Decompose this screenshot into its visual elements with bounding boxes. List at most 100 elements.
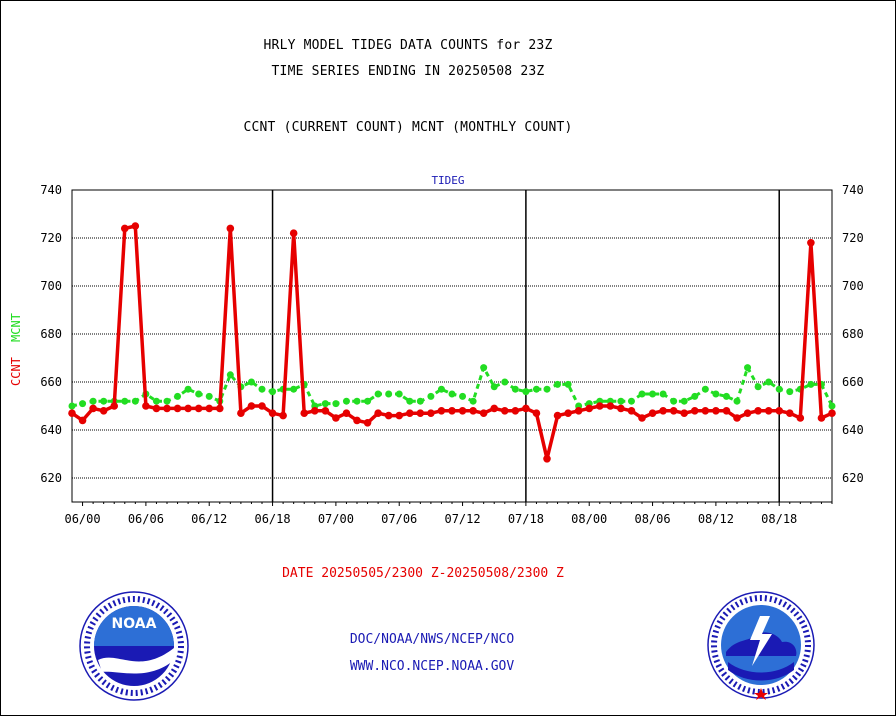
data-point-ccnt: [617, 404, 625, 413]
nws-logo-icon: [707, 591, 815, 700]
data-point-ccnt: [764, 407, 773, 415]
data-point-mcnt: [174, 392, 182, 400]
website-url[interactable]: WWW.NCO.NCEP.NOAA.GOV: [349, 659, 515, 674]
y-tick-label-left: 700: [40, 279, 62, 293]
data-point-ccnt: [110, 402, 119, 410]
y-tick-label-left: 640: [40, 423, 62, 437]
data-point-mcnt: [121, 397, 129, 405]
data-point-mcnt: [258, 385, 266, 393]
data-point-ccnt: [142, 402, 150, 410]
data-point-ccnt: [701, 407, 710, 415]
data-point-ccnt: [500, 407, 509, 415]
y-tick-label-right: 680: [842, 327, 864, 341]
data-point-mcnt: [490, 383, 498, 391]
data-point-ccnt: [99, 407, 108, 415]
grid-layer: [72, 190, 832, 502]
date-range-label: DATE 20250505/2300 Z-20250508/2300 Z: [282, 566, 564, 581]
data-point-mcnt: [828, 402, 836, 410]
data-point-ccnt: [395, 411, 404, 420]
data-point-mcnt: [532, 385, 540, 393]
data-point-ccnt: [416, 409, 425, 418]
data-point-mcnt: [617, 397, 625, 405]
data-point-mcnt: [638, 390, 646, 398]
data-point-ccnt: [638, 414, 646, 422]
data-point-mcnt: [269, 388, 277, 396]
data-point-ccnt: [606, 402, 615, 410]
data-point-ccnt: [310, 407, 319, 415]
data-point-ccnt: [796, 414, 805, 422]
data-point-mcnt: [226, 371, 234, 379]
data-point-mcnt: [321, 400, 329, 408]
data-point-mcnt: [427, 392, 435, 400]
data-point-ccnt: [733, 414, 741, 422]
data-point-mcnt: [205, 392, 213, 400]
data-point-ccnt: [405, 409, 414, 418]
data-point-ccnt: [268, 409, 277, 418]
data-point-mcnt: [807, 380, 815, 388]
data-point-ccnt: [89, 404, 97, 413]
data-point-mcnt: [501, 378, 509, 386]
data-point-mcnt: [670, 397, 678, 405]
data-point-mcnt: [543, 385, 551, 393]
data-point-ccnt: [807, 239, 815, 247]
data-point-ccnt: [279, 411, 287, 420]
data-point-ccnt: [194, 404, 203, 413]
chart-series-description: CCNT (CURRENT COUNT) MCNT (MONTHLY COUNT…: [243, 120, 573, 135]
data-point-mcnt: [437, 385, 445, 393]
data-point-ccnt: [522, 404, 530, 413]
data-point-ccnt: [648, 409, 657, 418]
data-point-ccnt: [152, 404, 161, 413]
y-axis-label-mcnt: MCNT: [9, 313, 23, 342]
data-point-ccnt: [437, 407, 446, 415]
axis-layer: 620 620 640 640 660 660 680 680 700 700 720 720 740 7…: [40, 183, 863, 526]
data-point-ccnt: [680, 409, 689, 418]
data-point-ccnt: [205, 404, 214, 413]
x-tick-label: 08/00: [571, 512, 607, 526]
data-point-ccnt: [448, 407, 456, 415]
x-tick-label: 06/06: [128, 512, 164, 526]
data-point-mcnt: [100, 397, 108, 405]
data-point-mcnt: [554, 380, 562, 388]
data-point-ccnt: [479, 409, 488, 418]
data-point-ccnt: [173, 404, 182, 413]
data-point-ccnt: [384, 411, 393, 420]
data-point-mcnt: [712, 390, 720, 398]
data-point-mcnt: [89, 397, 97, 405]
data-point-mcnt: [564, 380, 572, 388]
data-point-ccnt: [754, 407, 762, 415]
data-point-mcnt: [733, 397, 741, 405]
data-point-ccnt: [300, 409, 309, 418]
data-point-ccnt: [543, 455, 551, 463]
data-point-mcnt: [290, 385, 298, 393]
x-tick-label: 08/12: [698, 512, 734, 526]
noaa-logo-icon: NOAA: [79, 591, 189, 701]
series-layer: [68, 222, 836, 463]
data-point-mcnt: [79, 400, 87, 408]
data-point-ccnt: [722, 407, 731, 415]
data-point-mcnt: [775, 385, 783, 393]
panel-label: TIDEG: [431, 174, 464, 187]
data-point-mcnt: [374, 390, 382, 398]
noaa-logo-text: NOAA: [112, 616, 157, 632]
x-tick-label: 06/18: [254, 512, 290, 526]
x-tick-label: 07/06: [381, 512, 417, 526]
series-line-ccnt: [71, 224, 833, 461]
data-point-ccnt: [363, 419, 372, 427]
data-point-mcnt: [416, 397, 424, 405]
data-point-ccnt: [775, 407, 784, 415]
y-tick-label-right: 660: [842, 375, 864, 389]
data-point-mcnt: [131, 397, 139, 405]
data-point-ccnt: [712, 407, 720, 415]
data-point-ccnt: [627, 407, 636, 415]
y-tick-label-left: 740: [40, 183, 62, 197]
data-point-ccnt: [184, 404, 192, 413]
data-point-ccnt: [595, 402, 604, 410]
y-tick-label-right: 700: [842, 279, 864, 293]
data-point-ccnt: [690, 407, 699, 415]
data-point-mcnt: [406, 397, 414, 405]
data-point-mcnt: [152, 397, 160, 405]
data-point-ccnt: [78, 416, 87, 425]
data-point-mcnt: [184, 385, 192, 393]
chart-title: HRLY MODEL TIDEG DATA COUNTS for 23Z: [263, 38, 553, 53]
